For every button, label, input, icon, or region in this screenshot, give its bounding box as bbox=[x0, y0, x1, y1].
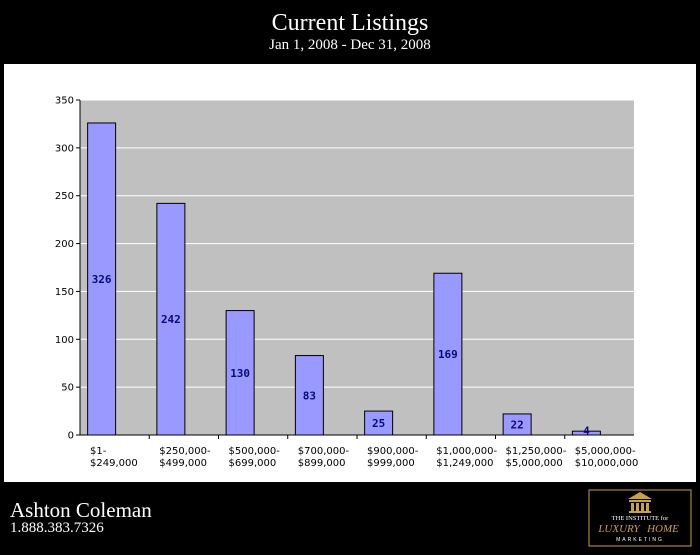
chart-subtitle: Jan 1, 2008 - Dec 31, 2008 bbox=[269, 37, 431, 53]
x-tick-label: $1,249,000 bbox=[436, 458, 493, 469]
y-tick-label: 0 bbox=[68, 431, 74, 442]
x-tick-label: $1,250,000- bbox=[506, 446, 567, 457]
agent-phone: 1.888.383.7326 bbox=[10, 520, 104, 536]
x-tick-label: $700,000- bbox=[298, 446, 350, 457]
x-tick-label: $1,000,000- bbox=[436, 446, 497, 457]
x-tick-label: $5,000,000 bbox=[506, 458, 563, 469]
logo-line1: THE INSTITUTE for bbox=[612, 515, 670, 522]
x-tick-label: $500,000- bbox=[229, 446, 281, 457]
bar bbox=[433, 272, 463, 436]
logo-line3: MARKETING bbox=[616, 537, 664, 543]
institute-logo: THE INSTITUTE for LUXURY HOME MARKETING bbox=[588, 489, 692, 547]
y-tick-label: 200 bbox=[55, 239, 74, 250]
bar-chart: 0 50 100 150 200 250 300 350 326 $1-$249,000 242 $2… bbox=[55, 96, 639, 470]
x-tick-label: $499,000 bbox=[159, 458, 207, 469]
x-tick-label: $900,000- bbox=[367, 446, 419, 457]
bar bbox=[364, 410, 394, 436]
bar-value-label: 22 bbox=[511, 418, 524, 431]
x-tick-label: $5,000,000- bbox=[575, 446, 636, 457]
y-tick-label: 150 bbox=[55, 287, 74, 298]
chart-title: Current Listings bbox=[271, 10, 429, 36]
x-tick-label: $10,000,000 bbox=[575, 458, 639, 469]
bar-value-label: 169 bbox=[438, 348, 458, 361]
chart-panel: 0 50 100 150 200 250 300 350 326 $1- $249,000 242 $2… bbox=[4, 64, 696, 482]
bar bbox=[294, 355, 324, 436]
bar bbox=[225, 310, 255, 436]
y-tick-label: 100 bbox=[55, 335, 74, 346]
logo-mark: THE INSTITUTE for LUXURY HOME MARKETING bbox=[588, 489, 692, 547]
y-tick-label: 50 bbox=[61, 383, 74, 394]
bar-value-label: 25 bbox=[372, 417, 385, 430]
y-tick-label: 350 bbox=[55, 96, 74, 107]
agent-name: Ashton Coleman bbox=[10, 498, 152, 522]
y-tick-label: 300 bbox=[55, 143, 74, 154]
x-tick-label: $999,000 bbox=[367, 458, 415, 469]
logo-line2b: HOME bbox=[646, 523, 679, 535]
bar bbox=[87, 122, 117, 436]
logo-border bbox=[588, 489, 692, 547]
x-tick-label: $250,000- bbox=[159, 446, 211, 457]
bar bbox=[502, 413, 532, 436]
bar-value-label: 4 bbox=[583, 425, 590, 438]
columns-icon bbox=[628, 492, 652, 513]
bar-value-label: 130 bbox=[230, 367, 250, 380]
y-tick-label: 250 bbox=[55, 191, 74, 202]
bar bbox=[571, 430, 601, 436]
x-tick-label: $249,000 bbox=[90, 458, 138, 469]
bar-value-label: 326 bbox=[92, 273, 112, 286]
bar-value-label: 242 bbox=[161, 313, 181, 326]
logo-line2a: LUXURY bbox=[597, 523, 641, 535]
x-tick-label: $1- bbox=[90, 446, 107, 457]
bar bbox=[156, 202, 186, 436]
bar-value-label: 83 bbox=[303, 389, 316, 402]
x-tick-label: $699,000 bbox=[229, 458, 277, 469]
x-tick-label: $899,000 bbox=[298, 458, 346, 469]
